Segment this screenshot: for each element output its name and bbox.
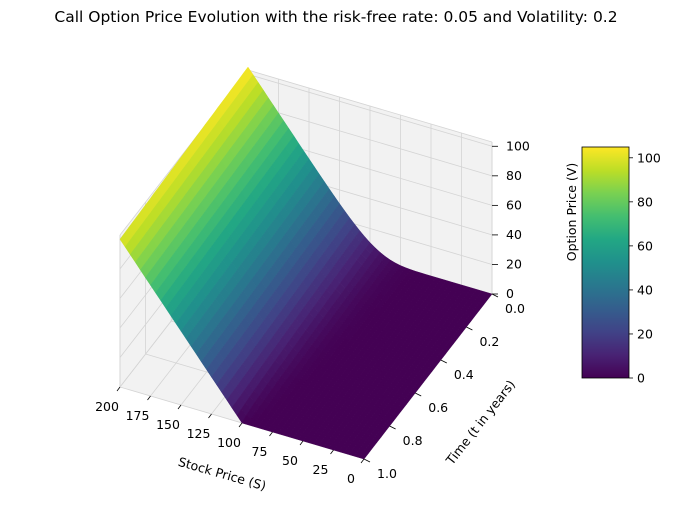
surface-patch	[358, 451, 369, 460]
y-tick-mark	[440, 359, 447, 364]
x-tick-label: 50	[282, 453, 298, 468]
x-tick-mark	[330, 449, 334, 455]
z-tick-label: 60	[506, 197, 522, 212]
axis-ticks: 02550751001251501752000.00.20.40.60.81.0…	[95, 138, 530, 486]
y-tick-label: 1.0	[377, 466, 397, 481]
x-tick-label: 25	[313, 462, 329, 477]
z-tick-label: 80	[506, 168, 522, 183]
y-tick-mark	[363, 458, 371, 463]
y-tick-label: 0.6	[428, 400, 448, 415]
z-tick-label: 0	[506, 286, 514, 301]
x-tick-label: 0	[347, 471, 355, 486]
grid-line-back-z	[247, 103, 493, 177]
y-tick-mark	[466, 326, 473, 331]
x-tick-mark	[299, 440, 304, 446]
x-tick-label: 100	[217, 435, 241, 450]
x-tick-label: 125	[187, 426, 211, 441]
x-tick-label: 175	[126, 408, 150, 423]
y-tick-mark	[389, 425, 396, 430]
y-tick-label: 0.2	[479, 334, 499, 349]
y-tick-label: 0.8	[403, 433, 423, 448]
colorbar-tick-label: 40	[637, 282, 653, 297]
z-tick-label: 40	[506, 227, 522, 242]
colorbar: 0 20 40 60 80 100	[581, 146, 661, 386]
y-axis-label: Time (t in years)	[442, 377, 518, 468]
colorbar-tick-label: 80	[637, 194, 653, 209]
colorbar-tick-label: 20	[637, 326, 653, 341]
surface-plot	[119, 66, 493, 460]
z-tick-label: 100	[506, 138, 530, 153]
y-tick-mark	[415, 392, 422, 397]
x-tick-mark	[116, 386, 121, 392]
colorbar-tick-label: 0	[637, 371, 645, 386]
y-tick-label: 0.4	[454, 367, 474, 382]
y-tick-label: 0.0	[505, 301, 525, 316]
y-tick-mark	[491, 293, 499, 298]
x-tick-label: 150	[156, 417, 180, 432]
grid-line-back-z	[247, 73, 493, 147]
x-tick-mark	[238, 422, 243, 428]
colorbar-tick-label: 100	[637, 150, 661, 165]
x-tick-mark	[269, 431, 273, 437]
x-tick-label: 200	[95, 399, 119, 414]
z-axis-label: Option Price (V)	[564, 163, 579, 261]
colorbar-tick-label: 60	[637, 238, 653, 253]
z-tick-label: 20	[506, 256, 522, 271]
x-tick-mark	[360, 458, 365, 464]
pane-edge	[247, 69, 493, 143]
x-tick-mark	[208, 413, 212, 419]
x-axis-label: Stock Price (S)	[177, 454, 268, 493]
chart-title: Call Option Price Evolution with the ris…	[54, 8, 617, 26]
colorbar-rect	[581, 146, 630, 379]
x-tick-mark	[177, 404, 182, 410]
x-tick-mark	[147, 395, 151, 401]
x-tick-label: 75	[252, 444, 268, 459]
